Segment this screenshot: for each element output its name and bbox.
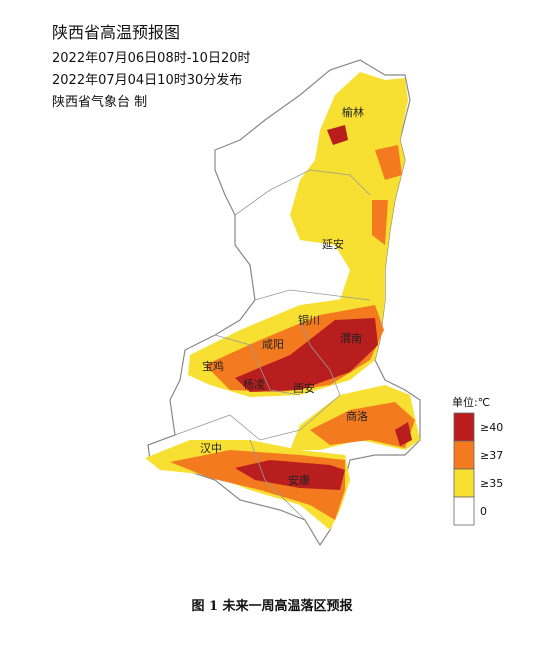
legend-label: 0 xyxy=(480,505,487,518)
legend: 单位:℃ ≥40 ≥37 ≥35 0 xyxy=(452,395,503,526)
city-label: 铜川 xyxy=(298,313,320,327)
city-label: 汉中 xyxy=(200,442,222,455)
legend-label: ≥35 xyxy=(480,477,503,490)
city-label: 延安 xyxy=(322,237,344,251)
legend-swatch xyxy=(453,412,475,442)
issuer: 陕西省气象台 制 xyxy=(52,94,147,110)
city-label: 宝鸡 xyxy=(202,359,224,373)
legend-title: 单位:℃ xyxy=(452,395,490,409)
legend-swatch xyxy=(453,468,475,498)
map-title: 陕西省高温预报图 xyxy=(52,23,180,42)
issue-time: 2022年07月04日10时30分发布 xyxy=(52,72,242,88)
legend-swatch xyxy=(453,496,475,526)
city-label: 商洛 xyxy=(346,409,368,423)
province-map xyxy=(145,59,421,547)
city-label: 杨凌 xyxy=(243,377,265,391)
city-label: 西安 xyxy=(293,381,315,395)
legend-label: ≥37 xyxy=(480,449,503,462)
city-label: 榆林 xyxy=(342,105,364,119)
valid-period: 2022年07月06日08时-10日20时 xyxy=(52,51,251,66)
caption: 图 1 未来一周高温落区预报 xyxy=(191,598,353,614)
legend-label: ≥40 xyxy=(480,421,503,434)
city-label: 安康 xyxy=(288,473,310,487)
city-label: 咸阳 xyxy=(262,338,284,351)
legend-swatch xyxy=(453,440,475,470)
city-label: 渭南 xyxy=(340,332,362,345)
